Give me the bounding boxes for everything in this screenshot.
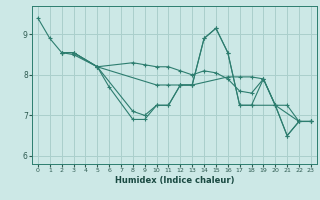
- X-axis label: Humidex (Indice chaleur): Humidex (Indice chaleur): [115, 176, 234, 185]
